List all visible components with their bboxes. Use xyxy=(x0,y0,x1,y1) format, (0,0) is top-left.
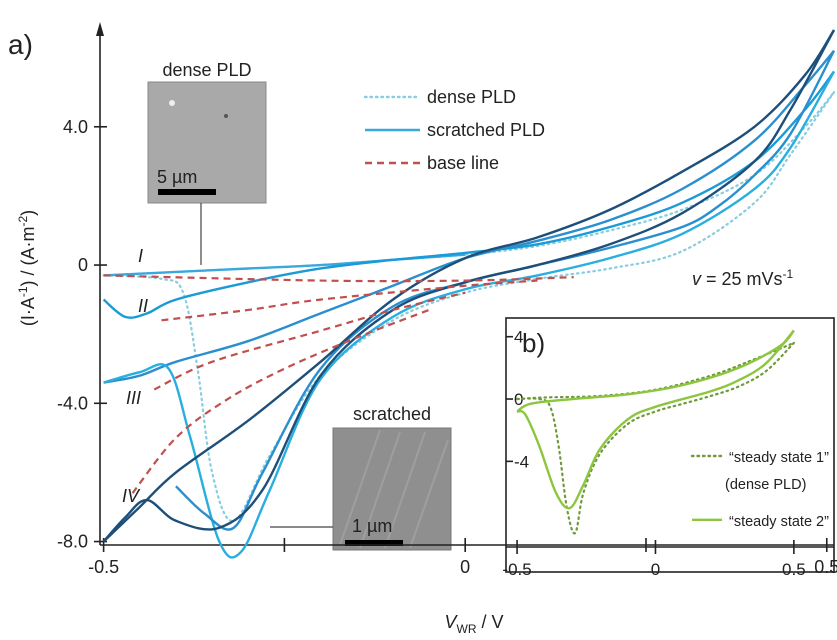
curve xyxy=(153,291,466,391)
legend-label: base line xyxy=(427,153,499,173)
axis-arrow xyxy=(96,22,104,36)
curve-label: I xyxy=(138,246,143,266)
curve xyxy=(102,29,836,543)
x-axis-label: VWR / V xyxy=(444,612,503,636)
y-tick-label: 4 xyxy=(514,328,523,347)
x-label-rest: / V xyxy=(477,612,504,632)
x-tick-label: 0.5 xyxy=(814,557,837,577)
curve-label: IV xyxy=(122,486,141,506)
rate-sup: -1 xyxy=(783,267,794,281)
y-label-part: (I·A xyxy=(18,297,38,326)
curve-label: III xyxy=(126,388,141,408)
y-label-part: ) / (A·m xyxy=(18,227,38,287)
curve xyxy=(102,29,836,543)
x-label-sub: WR xyxy=(457,622,477,636)
curve xyxy=(131,308,430,494)
curve xyxy=(102,91,836,522)
rate-text: = 25 mVs xyxy=(701,269,783,289)
scale-label: 1 µm xyxy=(352,516,392,536)
legend-label: “steady state 1” xyxy=(729,450,829,466)
micrograph-dense xyxy=(147,81,267,204)
scale-label: 5 µm xyxy=(157,167,197,187)
inset-frame xyxy=(505,317,835,573)
y-tick-label: -4.0 xyxy=(57,393,88,413)
rate-symbol: v xyxy=(692,269,702,289)
x-tick-label: -0.5 xyxy=(88,557,119,577)
panel-label: a) xyxy=(8,29,33,60)
y-tick-label: 0 xyxy=(78,255,88,275)
x-tick-label: 0.5 xyxy=(782,560,806,579)
particle xyxy=(169,100,175,106)
x-tick-label: 0 xyxy=(460,557,470,577)
y-label-sup: -1 xyxy=(16,286,30,297)
x-tick-label: -0.5 xyxy=(502,560,531,579)
y-label-sup: -2 xyxy=(16,216,30,227)
curve-label: II xyxy=(138,296,148,316)
legend-label: “steady state 2” xyxy=(729,514,829,530)
curve xyxy=(516,329,795,413)
curve xyxy=(103,274,574,283)
curve xyxy=(161,279,538,322)
micrograph-title: scratched xyxy=(353,404,431,424)
particle xyxy=(224,114,228,118)
panel-label: b) xyxy=(522,328,545,358)
y-label-part: ) xyxy=(18,210,38,216)
y-axis-label: (I·A-1) / (A·m-2) xyxy=(16,210,38,326)
curve xyxy=(516,329,795,510)
legend-note: (dense PLD) xyxy=(725,477,806,493)
legend-label: scratched PLD xyxy=(427,120,545,140)
y-tick-label: -8.0 xyxy=(57,532,88,552)
curve xyxy=(103,70,836,559)
y-tick-label: -4 xyxy=(514,452,529,471)
x-tick-label: 0 xyxy=(651,560,660,579)
x-label-main: V xyxy=(444,612,458,632)
micrograph-title: dense PLD xyxy=(162,60,251,80)
scale-bar xyxy=(345,540,403,546)
rate-label: v = 25 mVs-1 xyxy=(692,267,794,289)
scale-bar xyxy=(158,189,216,195)
texture xyxy=(339,429,449,549)
y-tick-label: 4.0 xyxy=(63,117,88,137)
curve xyxy=(515,341,795,535)
legend-label: dense PLD xyxy=(427,87,516,107)
